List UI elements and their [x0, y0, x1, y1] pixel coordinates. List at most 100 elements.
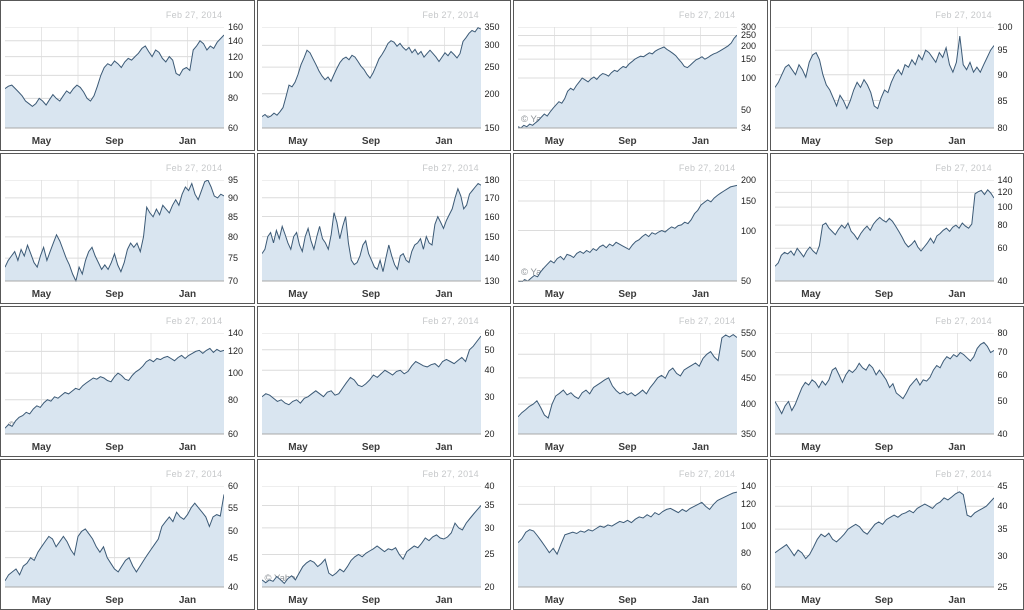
stock-chart-cell-chart-r3c3[interactable]: Feb 27, 2014 © Yahoo! 350400450500550May…	[513, 306, 768, 457]
x-tick-label: Sep	[618, 289, 637, 300]
x-tick-label: Jan	[435, 595, 453, 606]
price-area-fill	[261, 336, 481, 434]
stock-chart-cell-chart-r2c1[interactable]: Feb 27, 2014 © Yahoo! 707580859095MaySep…	[0, 153, 255, 304]
stock-chart-cell-chart-r3c2[interactable]: Feb 27, 2014 © Yahoo! 2030405060MaySepJa…	[256, 306, 511, 457]
x-tick-label: Jan	[948, 442, 966, 453]
stock-chart-cell-chart-r4c1[interactable]: Feb 27, 2014 © Yahoo! 4045505560MaySepJa…	[0, 459, 255, 610]
x-tick-label: May	[801, 595, 821, 606]
x-tick-label: Sep	[105, 595, 124, 606]
chart-date-label: Feb 27, 2014	[422, 163, 479, 173]
x-tick-label: Sep	[105, 289, 124, 300]
price-area-chart	[518, 180, 737, 282]
y-tick-label: 140	[484, 252, 500, 263]
y-tick-label: 20	[484, 582, 495, 592]
price-area-fill	[5, 35, 224, 128]
price-area-fill	[774, 189, 994, 281]
price-area-chart	[5, 486, 224, 588]
x-tick-label: Sep	[618, 595, 637, 606]
price-area-chart	[518, 27, 737, 129]
y-tick-label: 30	[484, 391, 495, 402]
price-area-fill	[518, 492, 737, 587]
y-tick-label: 20	[484, 429, 495, 439]
y-tick-label: 95	[997, 45, 1008, 56]
stock-chart-cell-chart-r1c4[interactable]: Feb 27, 2014 © Yahoo! 80859095100MaySepJ…	[769, 0, 1024, 151]
x-tick-label: Sep	[361, 289, 381, 300]
y-tick-label: 160	[484, 211, 500, 222]
chart-date-label: Feb 27, 2014	[935, 10, 992, 20]
price-line	[774, 36, 994, 110]
stock-chart-cell-chart-r3c4[interactable]: Feb 27, 2014 © Yahoo! 4050607080MaySepJa…	[769, 306, 1024, 457]
y-tick-label: 40	[484, 365, 495, 376]
y-tick-label: 100	[997, 22, 1013, 32]
y-tick-label: 300	[741, 22, 757, 32]
x-tick-label: Jan	[435, 442, 453, 453]
y-tick-label: 450	[741, 372, 757, 383]
price-line	[261, 182, 481, 272]
x-tick-label: May	[31, 136, 52, 147]
stock-chart-cell-chart-r4c4[interactable]: Feb 27, 2014 © Yahoo! 2530354045MaySepJa…	[769, 459, 1024, 610]
stock-chart-cell-chart-r4c3[interactable]: Feb 27, 2014 © Yahoo! 6080100120140MaySe…	[513, 459, 768, 610]
price-area-chart	[5, 180, 224, 282]
x-tick-label: May	[288, 136, 308, 147]
x-tick-label: Jan	[948, 289, 966, 300]
chart-date-label: Feb 27, 2014	[165, 163, 223, 173]
price-area-chart	[261, 486, 481, 588]
stock-chart-cell-chart-r4c2[interactable]: Feb 27, 2014 © Yahoo! 20 25 30 35 40 May Sep Ja…	[256, 459, 511, 610]
stock-chart-cell-chart-r2c4[interactable]: Feb 27, 2014 © Yahoo! 406080100120140May…	[769, 153, 1024, 304]
x-tick-label: Sep	[618, 136, 637, 147]
price-area-chart	[5, 27, 224, 129]
y-tick-label: 25	[484, 549, 495, 560]
stock-chart-cell-chart-r2c3[interactable]: Feb 27, 2014 © Yahoo! 50100150200MaySepJ…	[513, 153, 768, 304]
y-tick-label: 40	[228, 582, 239, 592]
y-tick-label: 120	[228, 51, 244, 62]
y-tick-label: 35	[997, 524, 1008, 535]
y-tick-label: 140	[228, 35, 244, 46]
price-area-chart	[774, 333, 994, 435]
y-tick-label: 40	[997, 276, 1008, 286]
stock-chart-cell-chart-r1c3[interactable]: Feb 27, 2014 © Yahoo! 345010015020025030…	[513, 0, 768, 151]
chart-date-label: Feb 27, 2014	[422, 10, 479, 20]
y-tick-label: 500	[741, 349, 757, 360]
price-area-chart	[774, 27, 994, 129]
price-line	[5, 180, 224, 282]
y-tick-label: 120	[741, 499, 757, 510]
y-tick-label: 180	[484, 175, 500, 185]
y-tick-label: 45	[228, 552, 239, 563]
x-tick-label: Sep	[105, 442, 124, 453]
chart-date-label: Feb 27, 2014	[678, 163, 736, 173]
stock-chart-cell-chart-r2c2[interactable]: Feb 27, 2014 © Yahoo! 130140150160170180…	[256, 153, 511, 304]
price-area-chart	[261, 27, 481, 129]
x-tick-label: Sep	[618, 442, 637, 453]
x-tick-label: Sep	[105, 136, 124, 147]
stock-chart-cell-chart-r1c2[interactable]: Feb 27, 2014 © Yahoo! 150200250300350May…	[256, 0, 511, 151]
y-tick-label: 55	[228, 502, 239, 513]
stock-chart-cell-chart-r3c1[interactable]: Feb 27, 2014 © Yahoo! 6080100120140MaySe…	[0, 306, 255, 457]
y-tick-label: 200	[484, 88, 500, 99]
x-tick-label: Jan	[178, 595, 197, 606]
price-line	[5, 494, 224, 582]
y-tick-label: 80	[997, 220, 1008, 231]
y-tick-label: 25	[997, 582, 1008, 592]
y-tick-label: 50	[484, 344, 495, 355]
price-area-chart	[518, 333, 737, 435]
y-tick-label: 300	[484, 40, 500, 51]
x-tick-label: Jan	[435, 136, 453, 147]
chart-date-label: Feb 27, 2014	[678, 316, 736, 326]
x-tick-label: May	[544, 289, 565, 300]
price-area-fill	[774, 36, 994, 128]
x-tick-label: Jan	[948, 595, 966, 606]
x-tick-label: Sep	[874, 595, 894, 606]
price-area-chart	[518, 486, 737, 588]
y-tick-label: 140	[997, 175, 1013, 185]
y-tick-label: 40	[484, 481, 495, 491]
price-area-fill	[518, 334, 737, 434]
x-tick-label: May	[288, 289, 308, 300]
x-tick-label: Sep	[874, 442, 894, 453]
chart-date-label: Feb 27, 2014	[165, 469, 223, 479]
y-tick-label: 34	[741, 123, 752, 133]
stock-chart-cell-chart-r1c1[interactable]: Feb 27, 2014 © Yahoo! 6080100120140160Ma…	[0, 0, 255, 151]
y-tick-label: 100	[741, 225, 757, 236]
price-line	[518, 34, 737, 129]
x-tick-label: May	[31, 289, 52, 300]
y-tick-label: 90	[228, 192, 239, 203]
